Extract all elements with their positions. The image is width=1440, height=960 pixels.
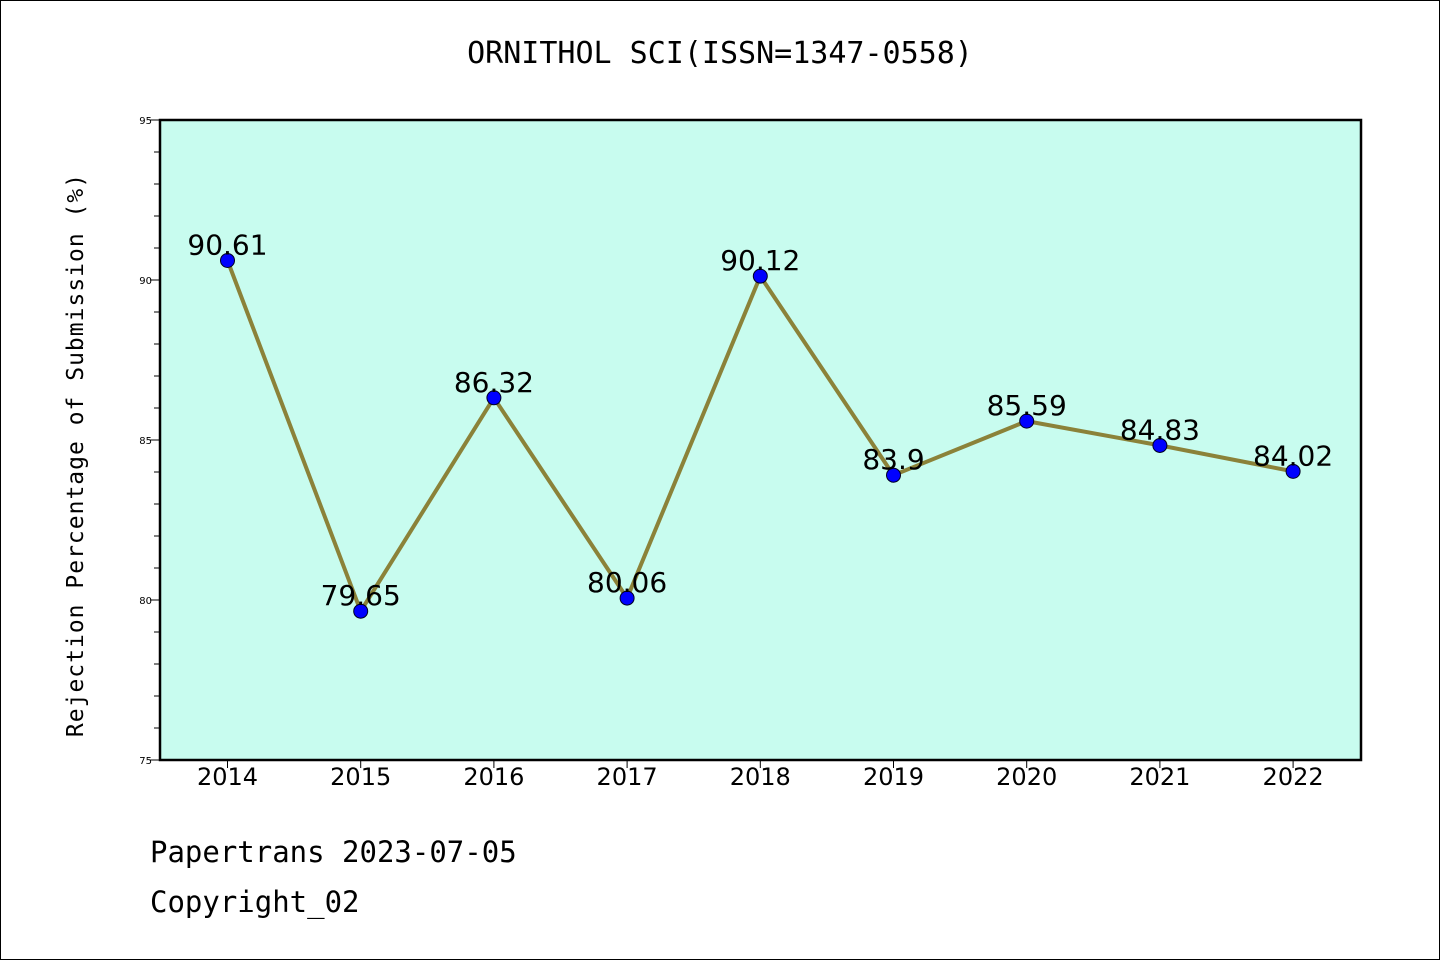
data-point	[220, 252, 235, 268]
y-axis-ticks: 75 80 85 90 95	[139, 116, 160, 767]
x-tick-label: 2018	[730, 763, 791, 791]
data-label: 79.65	[321, 579, 401, 612]
x-tick-label: 2022	[1263, 763, 1324, 791]
x-axis-ticks: 2014 2015 2016 2017 2018 2019 2020 2021 2022	[197, 760, 1324, 791]
x-tick-label: 2014	[197, 763, 258, 791]
data-point	[1019, 413, 1035, 429]
data-point	[752, 268, 768, 284]
data-point	[1285, 463, 1301, 479]
x-tick-label: 2015	[330, 763, 391, 791]
data-point	[1152, 437, 1168, 453]
x-tick-label: 2020	[996, 763, 1057, 791]
y-tick-label: 90	[139, 276, 152, 287]
footer-date: Papertrans 2023-07-05	[150, 835, 517, 869]
data-point	[619, 590, 635, 606]
y-tick-label: 85	[139, 436, 152, 447]
series-markers	[220, 252, 1301, 619]
data-point	[886, 467, 901, 483]
data-point	[486, 390, 502, 406]
footer-copyright: Copyright_02	[150, 885, 360, 919]
x-tick-label: 2016	[463, 763, 524, 791]
x-tick-label: 2017	[597, 763, 658, 791]
data-label: 84.02	[1253, 439, 1333, 472]
data-label: 90.61	[187, 228, 267, 261]
data-label: 84.83	[1120, 413, 1200, 446]
data-labels: 90.61 79.65 86.32 80.06 90.12 83.9 85.59 84.83 8…	[187, 228, 1333, 612]
x-tick-label: 2021	[1129, 763, 1190, 791]
data-label: 86.32	[454, 366, 534, 399]
y-tick-label: 75	[139, 756, 152, 767]
data-label: 83.9	[862, 443, 924, 476]
data-label: 85.59	[987, 389, 1067, 422]
y-tick-label: 80	[139, 596, 152, 607]
x-tick-label: 2019	[863, 763, 924, 791]
data-point	[353, 603, 369, 619]
chart-title: ORNITHOL SCI(ISSN=1347-0558)	[467, 36, 973, 71]
data-label: 90.12	[720, 244, 800, 277]
data-label: 80.06	[587, 566, 667, 599]
y-tick-label: 95	[139, 116, 152, 127]
